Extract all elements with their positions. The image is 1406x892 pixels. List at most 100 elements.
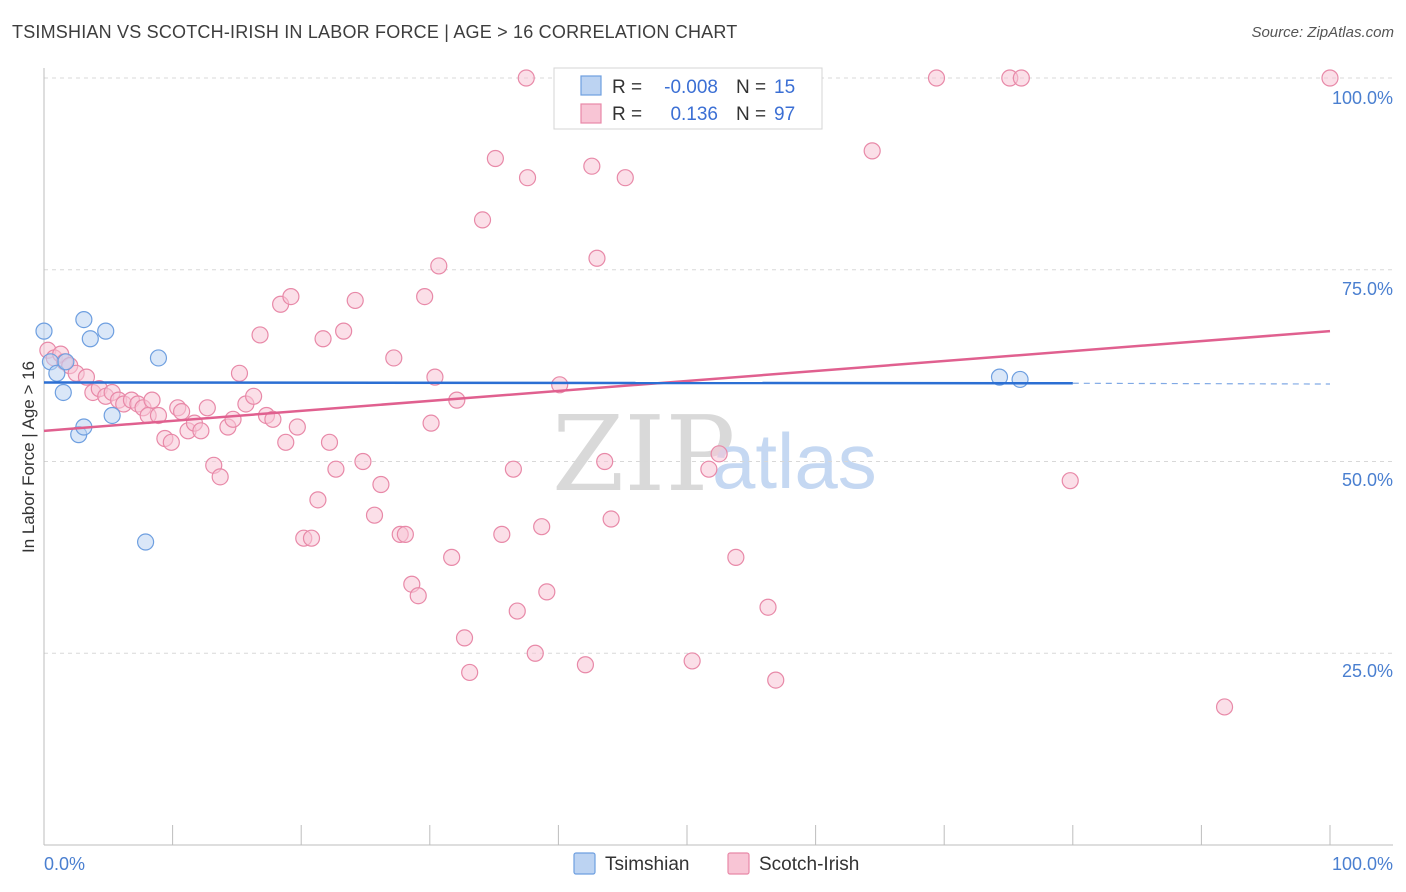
scotch-irish-point-93 <box>1012 69 1030 87</box>
scotch-irish-point-85 <box>700 460 718 478</box>
scotch-irish-point-60 <box>430 257 448 275</box>
scotch-irish-point-22 <box>173 403 191 421</box>
x-tick-label-100: 100.0% <box>1332 854 1393 874</box>
scotch-irish-point-51 <box>372 475 390 494</box>
scotch-irish-point-86 <box>710 445 728 463</box>
scotch-irish-point-66 <box>486 149 504 168</box>
tsimshian-points <box>35 311 1029 551</box>
legend-r-value-tsimshian: -0.008 <box>664 77 718 98</box>
scotch-irish-point-52 <box>385 349 403 367</box>
scotch-irish-point-90 <box>863 142 881 160</box>
scotch-irish-point-80 <box>596 452 614 471</box>
tsimshian-point-0 <box>35 322 53 340</box>
scotch-irish-point-75 <box>551 376 569 394</box>
bottom-legend-swatch-scotch-irish <box>727 852 750 875</box>
scotch-irish-point-36 <box>264 410 282 428</box>
scotch-irish-point-31 <box>230 364 249 382</box>
scotch-irish-point-34 <box>251 326 269 344</box>
legend-r-label-tsimshian: R = <box>612 77 642 98</box>
bottom-legend: Tsimshian Scotch-Irish <box>573 852 859 875</box>
scotch-irish-trend-line <box>43 329 1331 433</box>
y-tick-label-75: 75.0% <box>1342 279 1393 299</box>
scotch-irish-point-82 <box>616 169 634 187</box>
chart-title: TSIMSHIAN VS SCOTCH-IRISH IN LABOR FORCE… <box>12 22 738 42</box>
scotch-irish-point-46 <box>327 460 345 478</box>
scotch-irish-point-71 <box>518 169 537 187</box>
legend-n-label-tsimshian: N = <box>736 77 766 98</box>
scotch-irish-point-38 <box>277 433 295 451</box>
tsimshian-trend-line <box>43 381 1073 385</box>
y-tick-label-25: 25.0% <box>1342 661 1393 681</box>
tsimshian-point-3 <box>54 383 72 402</box>
watermark-atlas: atlas <box>712 417 877 505</box>
tsimshian-point-13 <box>990 368 1009 386</box>
scotch-irish-point-45 <box>320 433 339 451</box>
legend-swatch-scotch-irish <box>580 103 602 124</box>
scotch-irish-point-73 <box>533 518 551 536</box>
scotch-irish-point-65 <box>473 211 492 229</box>
grid <box>44 77 1393 654</box>
x-axis-ticks <box>43 825 1331 845</box>
tsimshian-point-9 <box>97 322 115 340</box>
scotch-irish-point-59 <box>426 368 444 386</box>
scotch-irish-point-69 <box>508 602 526 620</box>
scotch-irish-point-64 <box>461 663 479 682</box>
scotch-irish-point-30 <box>224 410 242 428</box>
watermark: ZIP atlas <box>552 393 877 515</box>
watermark-zip: ZIP <box>552 393 735 515</box>
scotch-irish-point-95 <box>1215 698 1234 716</box>
scotch-irish-point-72 <box>526 644 544 662</box>
scotch-irish-point-25 <box>192 422 210 440</box>
tsimshian-point-14 <box>1011 370 1029 389</box>
scotch-irish-point-67 <box>493 525 511 543</box>
legend-swatch-tsimshian <box>580 75 602 96</box>
trend-lines <box>43 329 1331 433</box>
scotch-irish-point-94 <box>1061 472 1079 490</box>
y-axis-label: In Labor Force | Age > 16 <box>19 361 38 553</box>
scotch-irish-point-50 <box>365 506 384 524</box>
scotch-irish-point-78 <box>583 157 601 175</box>
scotch-irish-point-18 <box>149 406 168 425</box>
scotch-irish-point-56 <box>409 587 427 605</box>
scotch-irish-point-70 <box>517 69 535 87</box>
y-tick-label-100: 100.0% <box>1332 88 1393 108</box>
scotch-irish-point-17 <box>143 391 161 409</box>
scotch-irish-point-6 <box>77 368 96 386</box>
scotch-irish-point-87 <box>727 548 745 566</box>
scotch-irish-point-58 <box>422 414 440 432</box>
tsimshian-trend-extension <box>1072 382 1331 385</box>
legend-r-value-scotch-irish: 0.136 <box>670 104 718 125</box>
x-tick-label-0: 0.0% <box>44 854 85 874</box>
scotch-irish-point-88 <box>759 598 777 616</box>
bottom-legend-label-scotch-irish: Scotch-Irish <box>759 854 859 875</box>
tsimshian-point-8 <box>81 330 99 348</box>
scotch-irish-point-96 <box>1321 69 1339 87</box>
scotch-irish-point-63 <box>455 629 474 647</box>
scotch-irish-point-79 <box>588 249 606 267</box>
scotch-irish-point-89 <box>767 671 785 689</box>
scotch-irish-point-49 <box>354 452 372 471</box>
scotch-irish-point-20 <box>162 433 180 451</box>
scotch-irish-point-54 <box>396 525 414 543</box>
y-tick-label-50: 50.0% <box>1342 470 1393 490</box>
legend-r-label-scotch-irish: R = <box>612 104 642 125</box>
tsimshian-point-11 <box>136 533 155 551</box>
scotch-irish-point-91 <box>927 69 946 87</box>
tsimshian-point-7 <box>75 311 93 329</box>
bottom-legend-swatch-tsimshian <box>573 852 596 875</box>
tsimshian-point-4 <box>57 353 75 371</box>
scotch-irish-point-42 <box>302 529 321 547</box>
scotch-irish-point-39 <box>282 287 300 306</box>
scotch-irish-point-48 <box>346 291 364 310</box>
legend-n-value-tsimshian: 15 <box>774 77 795 98</box>
legend-n-label-scotch-irish: N = <box>736 104 766 125</box>
scotch-irish-point-43 <box>309 491 327 509</box>
legend: R = -0.008 N = 15 R = 0.136 N = 97 <box>553 67 823 130</box>
legend-n-value-scotch-irish: 97 <box>774 104 795 125</box>
chart-source: Source: ZipAtlas.com <box>1251 24 1394 41</box>
scotch-irish-point-28 <box>211 468 229 486</box>
scotch-irish-point-44 <box>314 330 332 348</box>
scotch-irish-point-81 <box>602 510 620 528</box>
scotch-irish-point-57 <box>416 287 434 306</box>
